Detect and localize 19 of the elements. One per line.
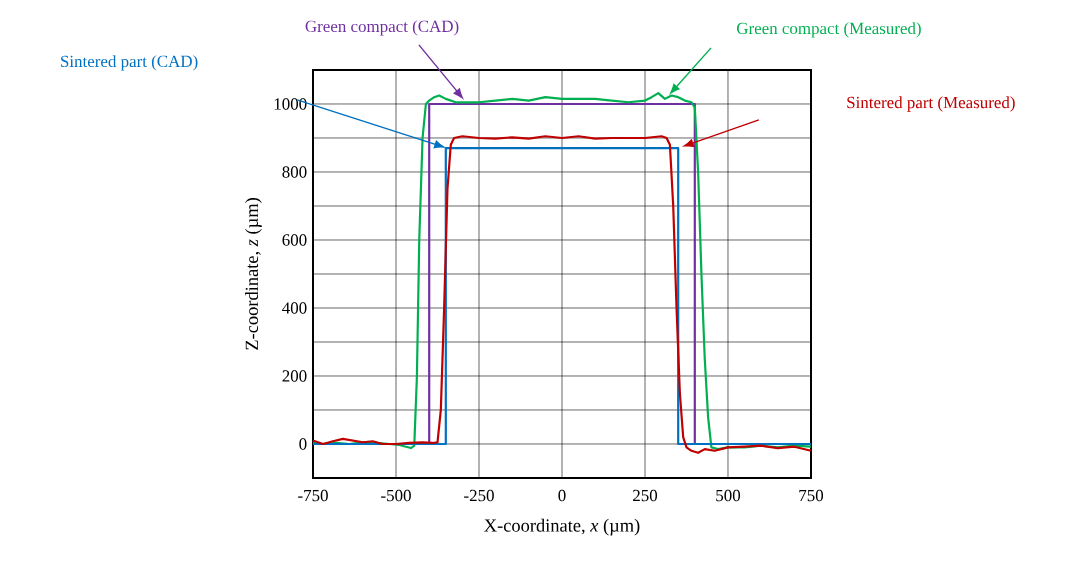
y-tick-label: 200 (282, 370, 307, 382)
y-tick-label: 800 (282, 166, 307, 178)
text: Sintered part (Measured) (847, 96, 1015, 112)
y-axis-title: Z-coordinate, z (µm) (245, 198, 262, 350)
y-tick-label: 1000 (274, 98, 307, 110)
y-tick-label: 400 (282, 302, 307, 314)
x-tick-label: 750 (799, 489, 824, 502)
y-tick-label: 0 (299, 438, 307, 450)
y-tick-label: 600 (282, 234, 307, 246)
x-tick-label: 250 (633, 489, 658, 502)
text: Green compact (Measured) (736, 22, 921, 38)
x-axis-title: X-coordinate, x (µm) (484, 518, 640, 536)
x-tick-label: -750 (298, 489, 328, 502)
x-tick-label: -500 (381, 489, 411, 502)
text: Green compact (CAD) (305, 20, 459, 36)
x-tick-label: 500 (716, 489, 741, 502)
x-tick-label: -250 (464, 489, 494, 502)
text: Sintered part (CAD) (61, 55, 198, 71)
x-tick-label: 0 (558, 489, 566, 502)
